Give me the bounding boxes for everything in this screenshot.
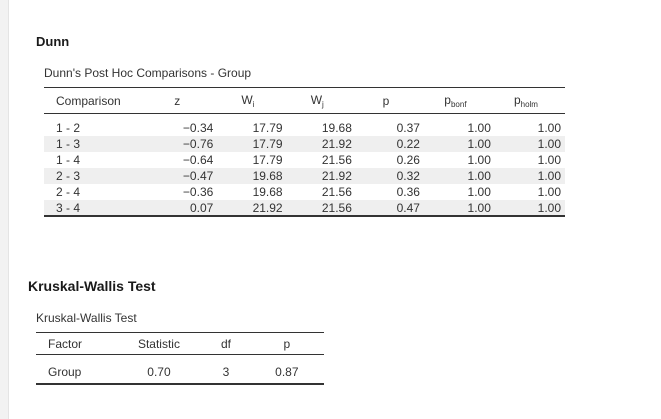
cell-pholm: 1.00	[490, 200, 565, 217]
table-row: Group 0.70 3 0.87	[36, 361, 324, 385]
cell-pholm: 1.00	[490, 168, 565, 184]
cell-wj: 21.56	[321, 185, 352, 199]
header-z: z	[141, 87, 214, 114]
cell-wj: 21.92	[282, 136, 352, 152]
cell-p: 0.36	[396, 185, 420, 199]
header-factor: Factor	[36, 332, 116, 355]
cell-p: 0.32	[351, 168, 420, 184]
header-wi: Wi	[213, 87, 283, 114]
cell-p: 0.22	[351, 136, 420, 152]
cell-pbonf: 1.00	[419, 200, 491, 217]
left-panel-edge	[0, 0, 9, 419]
cell-z: −0.76	[141, 136, 214, 152]
kruskal-table: Factor Statistic df p Group 0.70 3 0.87	[36, 332, 324, 385]
kruskal-section-title: Kruskal-Wallis Test	[28, 278, 156, 294]
header-pholm-sub: holm	[520, 99, 538, 109]
cell-comparison: 2 - 3	[44, 168, 142, 184]
cell-wj: 19.68	[321, 121, 352, 135]
cell-wj: 21.56	[282, 200, 352, 217]
cell-p: 0.26	[396, 153, 420, 167]
dunn-table: Comparison z Wi Wj p pbonf pholm 1 - 2 −…	[44, 87, 565, 217]
cell-wi: 19.68	[213, 168, 283, 184]
header-wj-sub: j	[322, 99, 324, 109]
cell-factor: Group	[36, 361, 116, 385]
header-statistic: Statistic	[115, 332, 203, 355]
cell-pbonf: 1.00	[467, 185, 491, 199]
header-pbonf-sub: bonf	[450, 99, 467, 109]
cell-p: 0.37	[396, 121, 420, 135]
cell-comparison: 2 - 4	[56, 185, 81, 199]
cell-comparison: 3 - 4	[44, 200, 142, 217]
cell-wj: 21.56	[321, 153, 352, 167]
table-row: 2 - 3 −0.47 19.68 21.92 0.32 1.00 1.00	[44, 168, 565, 184]
cell-z: 0.07	[141, 200, 214, 217]
cell-z: −0.36	[182, 185, 214, 199]
cell-wi: 17.79	[213, 136, 283, 152]
cell-pholm: 1.00	[537, 153, 561, 167]
header-wi-sub: i	[252, 99, 255, 109]
table-row: 3 - 4 0.07 21.92 21.56 0.47 1.00 1.00	[44, 200, 565, 217]
cell-pbonf: 1.00	[419, 168, 491, 184]
cell-df: 3	[202, 361, 250, 385]
header-wj-main: W	[310, 92, 323, 107]
cell-wi: 17.79	[252, 153, 283, 167]
dunn-section-title: Dunn	[36, 34, 70, 49]
cell-z: −0.34	[182, 121, 214, 135]
header-pholm: pholm	[490, 87, 565, 114]
cell-pholm: 1.00	[490, 136, 565, 152]
table-row: 1 - 3 −0.76 17.79 21.92 0.22 1.00 1.00	[44, 136, 565, 152]
cell-statistic: 0.70	[115, 361, 203, 385]
cell-wi: 17.79	[252, 121, 283, 135]
header-comparison: Comparison	[44, 87, 142, 114]
cell-comparison: 1 - 4	[56, 153, 81, 167]
cell-z: −0.64	[182, 153, 214, 167]
table-row: 1 - 2 −0.34 17.79 19.68 0.37 1.00 1.00	[44, 120, 565, 136]
cell-pbonf: 1.00	[467, 121, 491, 135]
table-row: 1 - 4 −0.64 17.79 21.56 0.26 1.00 1.00	[44, 152, 565, 168]
cell-wi: 19.68	[252, 185, 283, 199]
kruskal-table-title: Kruskal-Wallis Test	[36, 311, 137, 325]
cell-pholm: 1.00	[537, 185, 561, 199]
kruskal-header-row: Factor Statistic df p	[36, 332, 324, 355]
header-wj: Wj	[282, 87, 352, 114]
header-p: p	[249, 332, 324, 355]
table-row: 2 - 4 −0.36 19.68 21.56 0.36 1.00 1.00	[44, 184, 565, 200]
cell-wi: 21.92	[213, 200, 283, 217]
dunn-header-row: Comparison z Wi Wj p pbonf pholm	[44, 87, 565, 114]
cell-p: 0.47	[351, 200, 420, 217]
dunn-table-title: Dunn's Post Hoc Comparisons - Group	[44, 66, 252, 80]
header-wi-main: W	[241, 92, 253, 107]
cell-comparison: 1 - 3	[44, 136, 142, 152]
header-pholm-main: p	[513, 92, 521, 107]
cell-p: 0.87	[249, 361, 324, 385]
cell-comparison: 1 - 2	[56, 121, 81, 135]
cell-z: −0.47	[141, 168, 214, 184]
cell-pbonf: 1.00	[467, 153, 491, 167]
header-p: p	[351, 87, 420, 114]
header-df: df	[202, 332, 250, 355]
cell-pbonf: 1.00	[419, 136, 491, 152]
cell-wj: 21.92	[282, 168, 352, 184]
header-pbonf-main: p	[444, 92, 451, 107]
header-pbonf: pbonf	[419, 87, 491, 114]
cell-pholm: 1.00	[537, 121, 561, 135]
